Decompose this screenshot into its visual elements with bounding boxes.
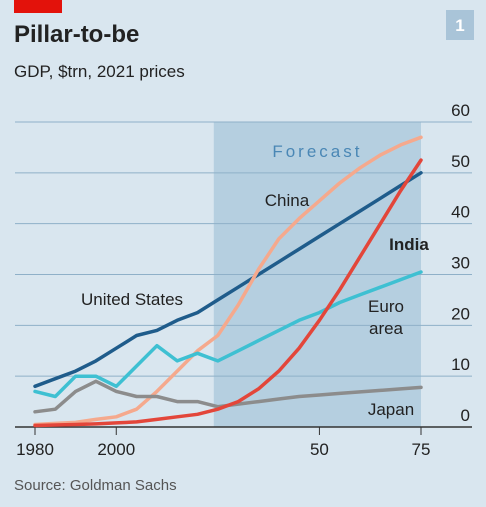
series-label: United States [81, 290, 183, 309]
chart-title: Pillar-to-be [14, 21, 139, 48]
y-tick-label: 0 [461, 406, 470, 425]
series-label: Japan [368, 400, 414, 419]
x-tick-label: 75 [412, 440, 431, 459]
source: Source: Goldman Sachs [14, 477, 177, 494]
series-line [33, 158, 423, 428]
series-line [33, 270, 423, 399]
series-line [33, 135, 423, 427]
y-tick-label: 30 [451, 254, 470, 273]
y-tick-label: 40 [451, 203, 470, 222]
series-line [33, 171, 423, 389]
x-tick-label: 1980 [16, 440, 54, 459]
red-tag [14, 0, 62, 13]
y-tick-label: 20 [451, 304, 470, 323]
badge-box [446, 10, 474, 40]
y-tick-label: 10 [451, 355, 470, 374]
forecast-label: Forecast [272, 142, 362, 161]
series-label-box: Euro area [368, 297, 404, 338]
y-tick-label: 50 [451, 152, 470, 171]
badge: 1 [455, 16, 464, 35]
x-tick-label: 50 [310, 440, 329, 459]
x-tick-label: 2000 [97, 440, 135, 459]
y-tick-label: 60 [451, 101, 470, 120]
series-label: Euro area [368, 297, 404, 338]
series-label: India [389, 235, 429, 254]
chart-subtitle: GDP, $trn, 2021 prices [14, 62, 185, 81]
series-label: China [265, 191, 310, 210]
